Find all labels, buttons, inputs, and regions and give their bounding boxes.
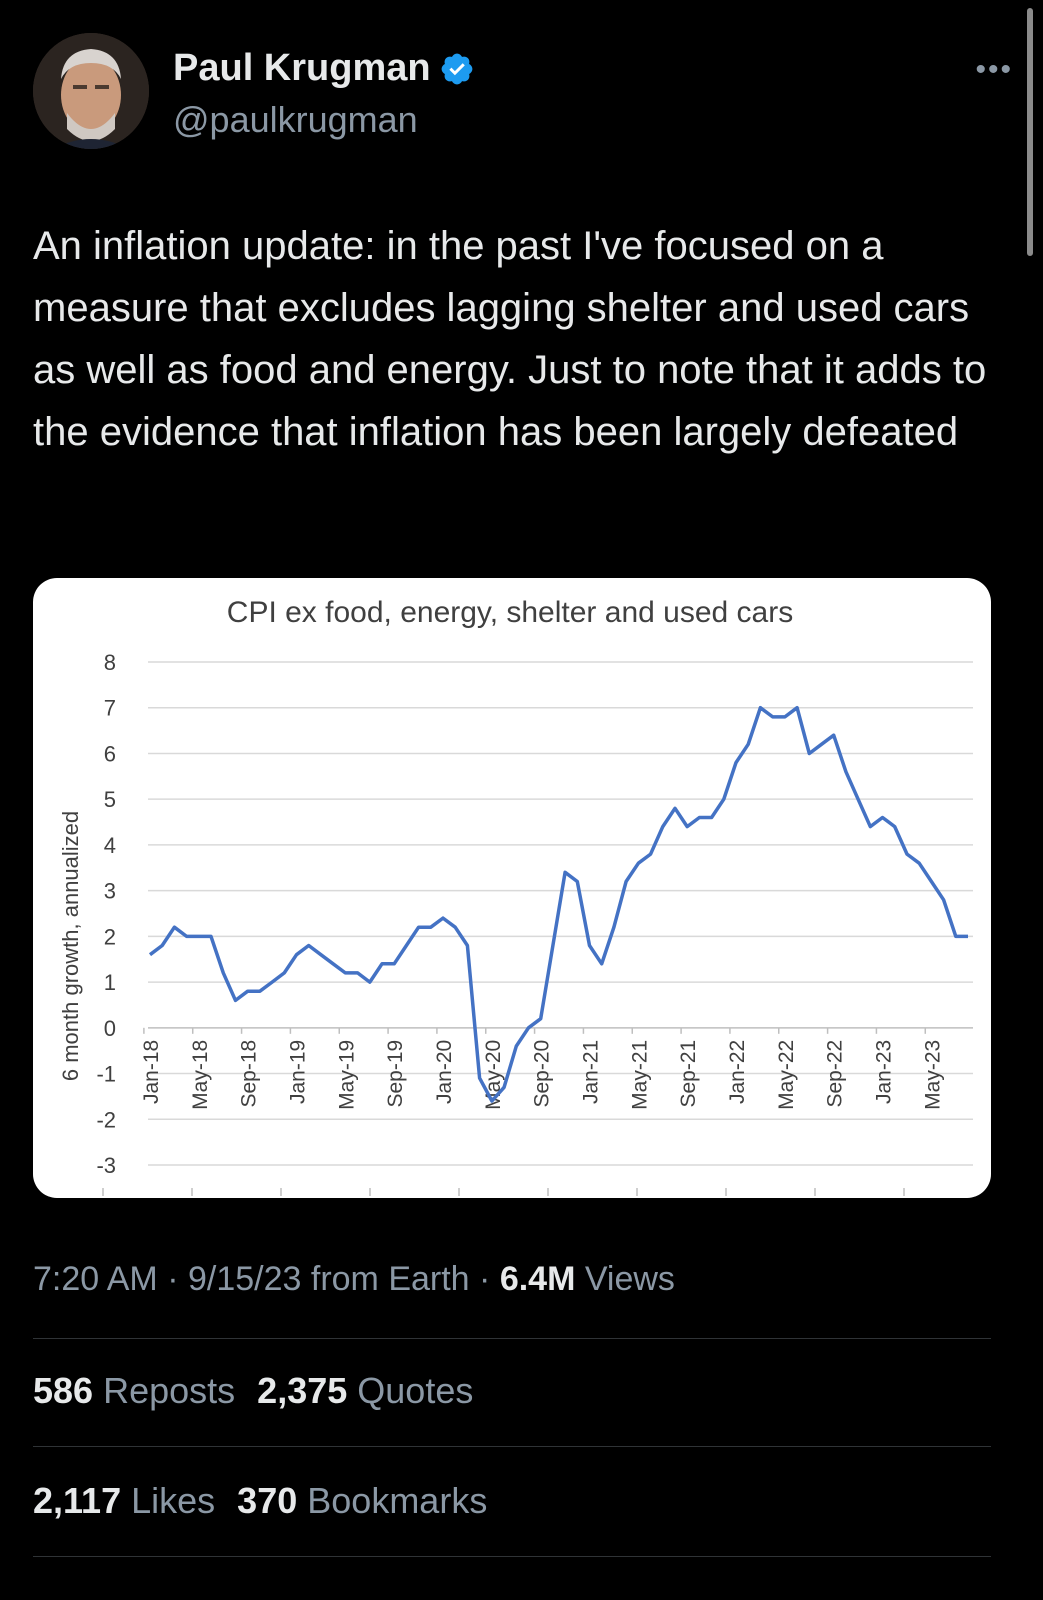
divider <box>33 1338 991 1339</box>
y-tick-label: 1 <box>104 970 116 995</box>
chart-image[interactable]: CPI ex food, energy, shelter and used ca… <box>33 578 991 1198</box>
quotes-count: 2,375 <box>257 1370 348 1411</box>
x-tick-label: Jan-20 <box>433 1040 456 1104</box>
scrollbar[interactable] <box>1027 8 1033 256</box>
x-tick-label: Sep-21 <box>677 1040 700 1108</box>
divider <box>33 1556 991 1557</box>
line-chart: CPI ex food, energy, shelter and used ca… <box>58 596 973 1196</box>
quotes-label: Quotes <box>357 1370 474 1411</box>
x-tick-label: May-18 <box>189 1040 212 1110</box>
engagement-row-2: 2,117 Likes 370 Bookmarks <box>33 1480 487 1522</box>
tweet-meta: 7:20 AM · 9/15/23 from Earth · 6.4M View… <box>33 1260 675 1299</box>
avatar[interactable] <box>33 33 149 149</box>
author-name[interactable]: Paul Krugman <box>173 47 431 89</box>
x-tick-label: May-21 <box>628 1040 651 1110</box>
reposts-label: Reposts <box>103 1370 236 1411</box>
tweet-header: Paul Krugman @paulkrugman ••• <box>33 33 1013 153</box>
author-handle[interactable]: @paulkrugman <box>173 99 418 140</box>
x-tick-label: Jan-19 <box>287 1040 310 1104</box>
avatar-portrait-icon <box>33 33 149 149</box>
chart-title: CPI ex food, energy, shelter and used ca… <box>227 596 793 629</box>
x-tick-label: May-19 <box>335 1040 358 1110</box>
y-tick-label: -1 <box>96 1062 116 1087</box>
quotes-link[interactable]: 2,375 Quotes <box>257 1370 473 1411</box>
y-tick-label: 0 <box>104 1016 116 1041</box>
series-line <box>148 705 968 1103</box>
likes-count: 2,117 <box>33 1480 122 1521</box>
y-tick-label: 2 <box>104 924 116 949</box>
reposts-count: 586 <box>33 1370 94 1411</box>
tweet-date[interactable]: 9/15/23 <box>187 1260 302 1298</box>
tweet-source: from Earth <box>301 1260 470 1298</box>
x-tick-label: May-22 <box>775 1040 798 1110</box>
x-tick-label: Jan-18 <box>140 1040 163 1104</box>
tweet-time[interactable]: 7:20 AM <box>33 1260 158 1298</box>
bookmarks-label: Bookmarks <box>307 1480 488 1521</box>
y-tick-label: 4 <box>104 833 116 858</box>
x-tick-label: Sep-20 <box>531 1040 554 1108</box>
views-label: Views <box>575 1260 675 1298</box>
meta-separator: · <box>469 1260 500 1298</box>
more-horizontal-icon[interactable]: ••• <box>975 53 1013 86</box>
y-tick-label: 5 <box>104 787 116 812</box>
x-tick-label: Sep-19 <box>384 1040 407 1108</box>
bookmarks-count: 370 <box>237 1480 298 1521</box>
x-tick-label: Jan-22 <box>726 1040 749 1104</box>
y-tick-label: 3 <box>104 879 116 904</box>
divider <box>33 1446 991 1447</box>
y-axis-label: 6 month growth, annualized <box>58 811 83 1081</box>
bookmarks-link[interactable]: 370 Bookmarks <box>237 1480 487 1521</box>
y-tick-label: -2 <box>96 1107 116 1132</box>
x-tick-label: Sep-22 <box>824 1040 847 1108</box>
y-tick-label: 6 <box>104 741 116 766</box>
likes-label: Likes <box>131 1480 216 1521</box>
x-tick-label: Jan-21 <box>580 1040 603 1104</box>
likes-link[interactable]: 2,117 Likes <box>33 1480 215 1521</box>
x-tick-label: Jan-23 <box>873 1040 896 1104</box>
views-count: 6.4M <box>499 1260 576 1298</box>
verified-badge-icon <box>441 53 472 84</box>
x-tick-label: May-23 <box>921 1040 944 1110</box>
reposts-link[interactable]: 586 Reposts <box>33 1370 235 1411</box>
y-tick-label: -3 <box>96 1153 116 1178</box>
meta-separator: · <box>157 1260 188 1298</box>
y-tick-label: 8 <box>104 650 116 675</box>
engagement-row-1: 586 Reposts 2,375 Quotes <box>33 1370 473 1412</box>
x-tick-label: Sep-18 <box>238 1040 261 1108</box>
y-tick-label: 7 <box>104 696 116 721</box>
tweet-text: An inflation update: in the past I've fo… <box>33 224 987 454</box>
